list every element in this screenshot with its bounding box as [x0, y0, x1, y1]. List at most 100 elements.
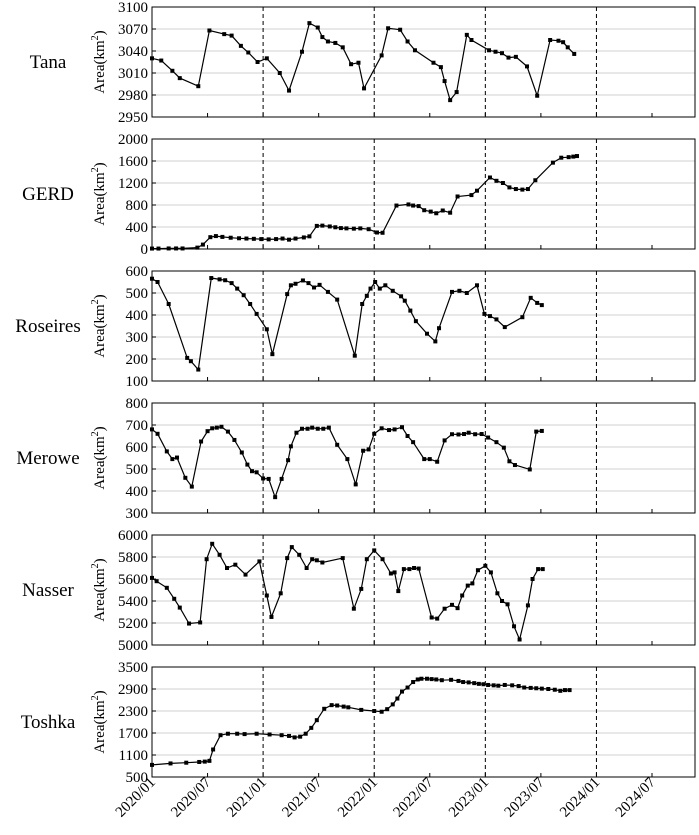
data-point	[448, 98, 453, 103]
data-point	[470, 581, 475, 586]
data-point	[400, 425, 404, 430]
data-point	[335, 442, 340, 447]
data-point	[528, 295, 533, 300]
data-point	[412, 48, 417, 53]
data-point	[442, 79, 447, 84]
data-point	[196, 84, 201, 89]
data-point	[390, 288, 395, 293]
data-point	[456, 432, 461, 437]
data-point	[425, 331, 429, 336]
data-point	[306, 281, 311, 286]
data-point	[402, 298, 407, 303]
data-point	[494, 440, 499, 445]
data-point	[411, 203, 416, 208]
data-point	[195, 245, 200, 250]
data-point	[312, 285, 317, 290]
data-point	[364, 557, 369, 562]
data-point	[255, 60, 260, 64]
data-point	[455, 606, 460, 611]
y-tick-label: 300	[126, 330, 149, 346]
data-point	[344, 226, 349, 231]
data-point	[250, 469, 254, 474]
data-point	[246, 50, 251, 55]
y-tick-label: 2900	[118, 682, 148, 698]
panel-merowe: 300 400 500 600 700 800 Merowe Area(km2)	[16, 396, 696, 522]
y-tick-label: 5600	[118, 572, 148, 588]
data-point	[279, 476, 284, 481]
y-tick-label: 400	[126, 308, 149, 324]
data-point	[530, 577, 535, 581]
data-point	[401, 567, 406, 572]
data-point	[333, 40, 338, 45]
data-point	[434, 677, 439, 682]
panel-gerd: 0 400 800 1200 1600 2000 GERD Area(km2)	[22, 132, 696, 258]
data-point	[322, 706, 327, 711]
x-tick-label: 2021/01	[224, 775, 270, 821]
data-point	[254, 311, 259, 316]
data-point	[196, 367, 201, 372]
data-point	[366, 447, 371, 452]
data-point	[482, 311, 487, 316]
data-point	[486, 682, 491, 687]
data-point	[513, 187, 518, 192]
lake-name-label: GERD	[22, 184, 74, 205]
data-point	[156, 246, 161, 251]
data-point	[198, 620, 203, 625]
data-point	[539, 303, 544, 308]
data-point	[189, 484, 194, 489]
data-point	[500, 181, 505, 185]
data-point	[392, 570, 397, 575]
data-point	[487, 48, 492, 53]
data-point	[399, 294, 404, 299]
data-point	[286, 458, 291, 463]
data-point	[493, 49, 498, 54]
data-point	[233, 562, 238, 567]
data-point	[559, 155, 564, 160]
data-point	[310, 557, 315, 562]
data-point	[373, 280, 378, 284]
data-point	[534, 429, 539, 434]
data-point	[483, 563, 488, 568]
data-point	[293, 281, 298, 286]
data-point	[450, 602, 454, 607]
data-point	[310, 425, 315, 430]
y-tick-label: 400	[126, 484, 149, 500]
data-point	[235, 286, 240, 291]
data-point	[210, 541, 215, 546]
plot-frame	[151, 138, 696, 250]
data-point	[455, 194, 460, 199]
data-point	[550, 160, 555, 165]
plot-frame	[151, 666, 696, 778]
data-point	[383, 283, 388, 288]
data-point	[546, 687, 551, 691]
y-tick-label: 5200	[118, 616, 148, 632]
data-point	[366, 227, 371, 232]
data-point	[325, 39, 330, 44]
data-point	[364, 293, 369, 298]
data-point	[464, 291, 469, 295]
data-point	[359, 707, 364, 712]
data-point	[525, 64, 529, 69]
data-point	[361, 448, 366, 453]
data-point	[494, 178, 499, 183]
data-point	[525, 603, 530, 608]
panel-tana: 2950 2980 3010 3040 3070 3100 Tana Area(km2)	[30, 0, 696, 126]
data-point	[534, 686, 539, 691]
y-tick-label: 2950	[118, 110, 148, 126]
lake-name-label: Toshka	[21, 712, 76, 733]
data-point	[150, 762, 154, 767]
data-point	[170, 457, 175, 462]
data-point	[352, 353, 357, 358]
data-point	[561, 40, 566, 45]
data-point	[219, 424, 224, 429]
data-point	[197, 759, 202, 764]
data-point	[386, 26, 391, 31]
data-point	[472, 681, 477, 686]
data-point	[287, 733, 292, 738]
x-tick-label: 2024/01	[557, 775, 603, 821]
data-point	[304, 566, 309, 570]
data-point	[422, 208, 427, 213]
data-point	[207, 758, 212, 763]
data-point	[487, 314, 492, 319]
y-tick-label: 100	[126, 374, 149, 390]
